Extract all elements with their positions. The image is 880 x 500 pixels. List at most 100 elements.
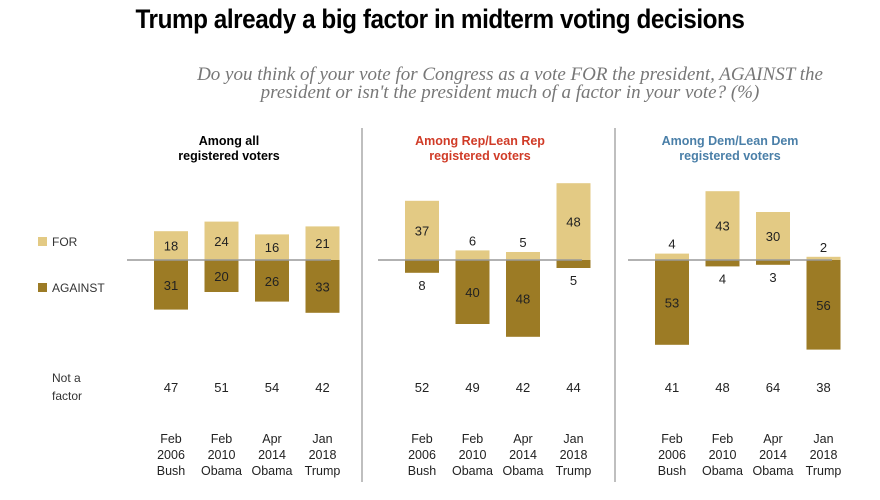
bar-against: [756, 260, 790, 265]
bar-against: [455, 260, 490, 324]
not-a-factor-value: 49: [465, 380, 479, 395]
for-value-label: 16: [265, 240, 279, 255]
not-a-factor-label: Not a: [52, 371, 81, 385]
bar-for: [255, 234, 289, 260]
for-value-label: 37: [415, 223, 429, 238]
category-label: Apr: [513, 432, 532, 446]
against-value-label: 3: [769, 270, 776, 285]
category-label: 2010: [709, 448, 737, 462]
category-label: Bush: [157, 464, 186, 478]
not-a-factor-label: factor: [52, 389, 82, 403]
against-value-label: 26: [265, 274, 279, 289]
category-label: 2006: [157, 448, 185, 462]
category-label: Obama: [503, 464, 544, 478]
category-label: Feb: [661, 432, 683, 446]
panel-title: Among Dem/Lean Dem: [662, 134, 799, 148]
panel-title: Among all: [199, 134, 259, 148]
bar-against: [806, 260, 841, 350]
category-label: Obama: [452, 464, 493, 478]
for-value-label: 2: [820, 240, 827, 255]
bar-against: [255, 260, 289, 302]
for-value-label: 6: [469, 233, 476, 248]
bar-against: [655, 260, 689, 345]
category-label: Feb: [462, 432, 484, 446]
bar-against: [305, 260, 340, 313]
bar-for: [154, 231, 188, 260]
bar-against: [154, 260, 188, 310]
bar-for: [455, 250, 490, 260]
category-label: Obama: [252, 464, 293, 478]
against-value-label: 4: [719, 271, 726, 286]
panel-title: registered voters: [679, 149, 780, 163]
category-label: 2018: [560, 448, 588, 462]
category-label: Obama: [753, 464, 794, 478]
for-value-label: 4: [668, 237, 675, 252]
for-value-label: 18: [164, 239, 178, 254]
category-label: Obama: [702, 464, 743, 478]
for-value-label: 21: [315, 236, 329, 251]
category-label: Jan: [563, 432, 583, 446]
category-label: 2014: [509, 448, 537, 462]
category-label: 2018: [810, 448, 838, 462]
for-value-label: 5: [519, 235, 526, 250]
bar-for: [655, 253, 689, 260]
not-a-factor-value: 41: [665, 380, 679, 395]
bar-for: [756, 212, 790, 260]
not-a-factor-value: 54: [265, 380, 279, 395]
bar-for: [806, 256, 841, 260]
against-value-label: 33: [315, 279, 329, 294]
category-label: Apr: [763, 432, 782, 446]
bar-against: [705, 260, 740, 267]
category-label: Trump: [806, 464, 842, 478]
bar-for: [204, 221, 239, 260]
bar-for: [556, 183, 591, 260]
bar-for: [705, 191, 740, 260]
category-label: 2014: [759, 448, 787, 462]
chart-subtitle: Do you think of your vote for Congress a…: [197, 64, 823, 103]
category-label: Bush: [658, 464, 687, 478]
bar-against: [204, 260, 239, 292]
category-label: Feb: [160, 432, 182, 446]
legend-against-label: AGAINST: [52, 281, 105, 295]
bar-against: [556, 260, 591, 268]
category-label: Trump: [305, 464, 341, 478]
against-value-label: 8: [418, 278, 425, 293]
against-value-label: 5: [570, 273, 577, 288]
not-a-factor-value: 51: [214, 380, 228, 395]
not-a-factor-value: 52: [415, 380, 429, 395]
legend-for-label: FOR: [52, 235, 78, 249]
category-label: Obama: [201, 464, 242, 478]
category-label: Bush: [408, 464, 437, 478]
bar-against: [405, 260, 439, 273]
not-a-factor-value: 64: [766, 380, 780, 395]
against-value-label: 53: [665, 295, 679, 310]
for-value-label: 43: [715, 219, 729, 234]
legend-against-swatch: [38, 283, 47, 292]
panel-title: registered voters: [429, 149, 530, 163]
chart-title: Trump already a big factor in midterm vo…: [135, 4, 745, 34]
not-a-factor-value: 42: [315, 380, 329, 395]
category-label: 2006: [408, 448, 436, 462]
panel-title: Among Rep/Lean Rep: [415, 134, 545, 148]
category-label: 2018: [309, 448, 337, 462]
category-label: 2006: [658, 448, 686, 462]
category-label: Feb: [712, 432, 734, 446]
category-label: Trump: [556, 464, 592, 478]
category-label: 2014: [258, 448, 286, 462]
not-a-factor-value: 38: [816, 380, 830, 395]
bar-for: [305, 226, 340, 260]
bar-for: [405, 200, 439, 260]
not-a-factor-value: 44: [566, 380, 580, 395]
for-value-label: 30: [766, 229, 780, 244]
against-value-label: 20: [214, 269, 228, 284]
for-value-label: 24: [214, 234, 228, 249]
bar-against: [506, 260, 540, 337]
panel-title: registered voters: [178, 149, 279, 163]
category-label: Feb: [211, 432, 233, 446]
legend-for-swatch: [38, 237, 47, 246]
against-value-label: 31: [164, 278, 178, 293]
not-a-factor-value: 47: [164, 380, 178, 395]
category-label: Jan: [312, 432, 332, 446]
category-label: 2010: [208, 448, 236, 462]
